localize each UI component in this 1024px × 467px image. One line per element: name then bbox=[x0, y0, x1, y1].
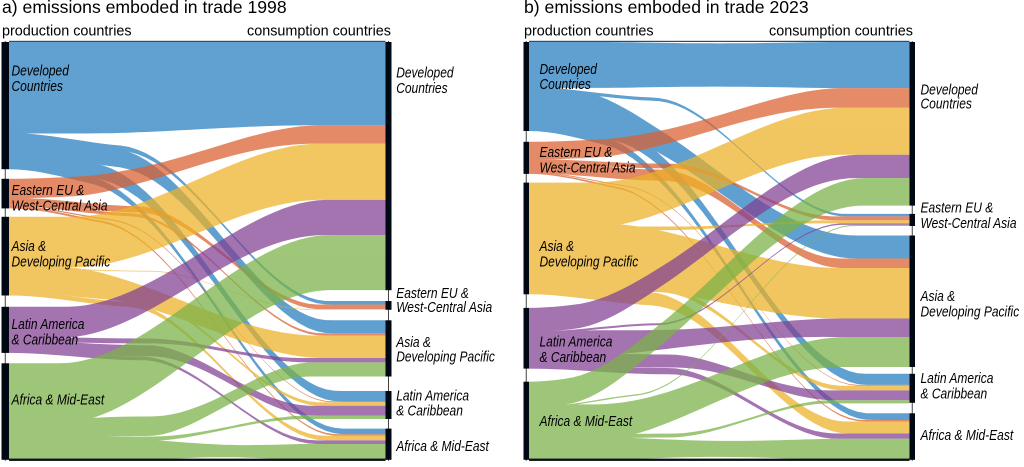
svg-text:Developing Pacific: Developing Pacific bbox=[12, 253, 111, 270]
svg-text:Asia &: Asia & bbox=[920, 288, 956, 305]
svg-text:Countries: Countries bbox=[540, 76, 592, 93]
svg-text:& Caribbean: & Caribbean bbox=[396, 402, 463, 419]
svg-text:West-Central Asia: West-Central Asia bbox=[921, 215, 1017, 232]
svg-text:Asia &: Asia & bbox=[395, 334, 431, 351]
svg-text:Africa & Mid-East: Africa & Mid-East bbox=[11, 392, 105, 409]
svg-text:Latin America: Latin America bbox=[921, 370, 994, 387]
svg-text:Africa & Mid-East: Africa & Mid-East bbox=[539, 413, 633, 430]
svg-text:Countries: Countries bbox=[921, 96, 973, 113]
svg-text:West-Central Asia: West-Central Asia bbox=[396, 299, 492, 316]
svg-text:Africa & Mid-East: Africa & Mid-East bbox=[920, 427, 1014, 444]
svg-text:a) emissions emboded in trade: a) emissions emboded in trade 1998 bbox=[2, 0, 287, 17]
svg-text:consumption countries: consumption countries bbox=[769, 23, 913, 39]
svg-text:Countries: Countries bbox=[12, 78, 64, 95]
svg-text:Developed: Developed bbox=[540, 61, 598, 78]
svg-text:Asia &: Asia & bbox=[11, 238, 47, 255]
svg-text:Developing Pacific: Developing Pacific bbox=[396, 348, 495, 365]
svg-text:Countries: Countries bbox=[396, 80, 448, 97]
svg-text:& Caribbean: & Caribbean bbox=[540, 349, 607, 366]
svg-text:Developed: Developed bbox=[12, 63, 70, 80]
svg-text:Eastern EU &: Eastern EU & bbox=[921, 200, 994, 217]
svg-text:Eastern EU &: Eastern EU & bbox=[12, 182, 85, 199]
svg-text:West-Central Asia: West-Central Asia bbox=[12, 197, 108, 214]
svg-text:Developing Pacific: Developing Pacific bbox=[540, 253, 639, 270]
svg-text:Latin America: Latin America bbox=[396, 387, 469, 404]
svg-text:Eastern EU &: Eastern EU & bbox=[540, 144, 613, 161]
svg-text:West-Central Asia: West-Central Asia bbox=[540, 160, 636, 177]
svg-text:consumption countries: consumption countries bbox=[247, 23, 391, 39]
svg-text:Africa & Mid-East: Africa & Mid-East bbox=[395, 438, 489, 455]
svg-text:Eastern EU &: Eastern EU & bbox=[396, 285, 469, 302]
svg-text:production countries: production countries bbox=[524, 23, 654, 39]
svg-text:Developed: Developed bbox=[921, 81, 979, 98]
svg-text:Developed: Developed bbox=[396, 65, 454, 82]
svg-text:Latin America: Latin America bbox=[12, 316, 85, 333]
svg-text:production countries: production countries bbox=[2, 23, 132, 39]
svg-text:& Caribbean: & Caribbean bbox=[921, 386, 988, 403]
svg-text:Developing Pacific: Developing Pacific bbox=[921, 304, 1020, 321]
svg-text:& Caribbean: & Caribbean bbox=[12, 332, 79, 349]
svg-text:b) emissions emboded in trade: b) emissions emboded in trade 2023 bbox=[524, 0, 809, 17]
svg-text:Latin America: Latin America bbox=[540, 334, 613, 351]
svg-text:Asia &: Asia & bbox=[539, 238, 575, 255]
